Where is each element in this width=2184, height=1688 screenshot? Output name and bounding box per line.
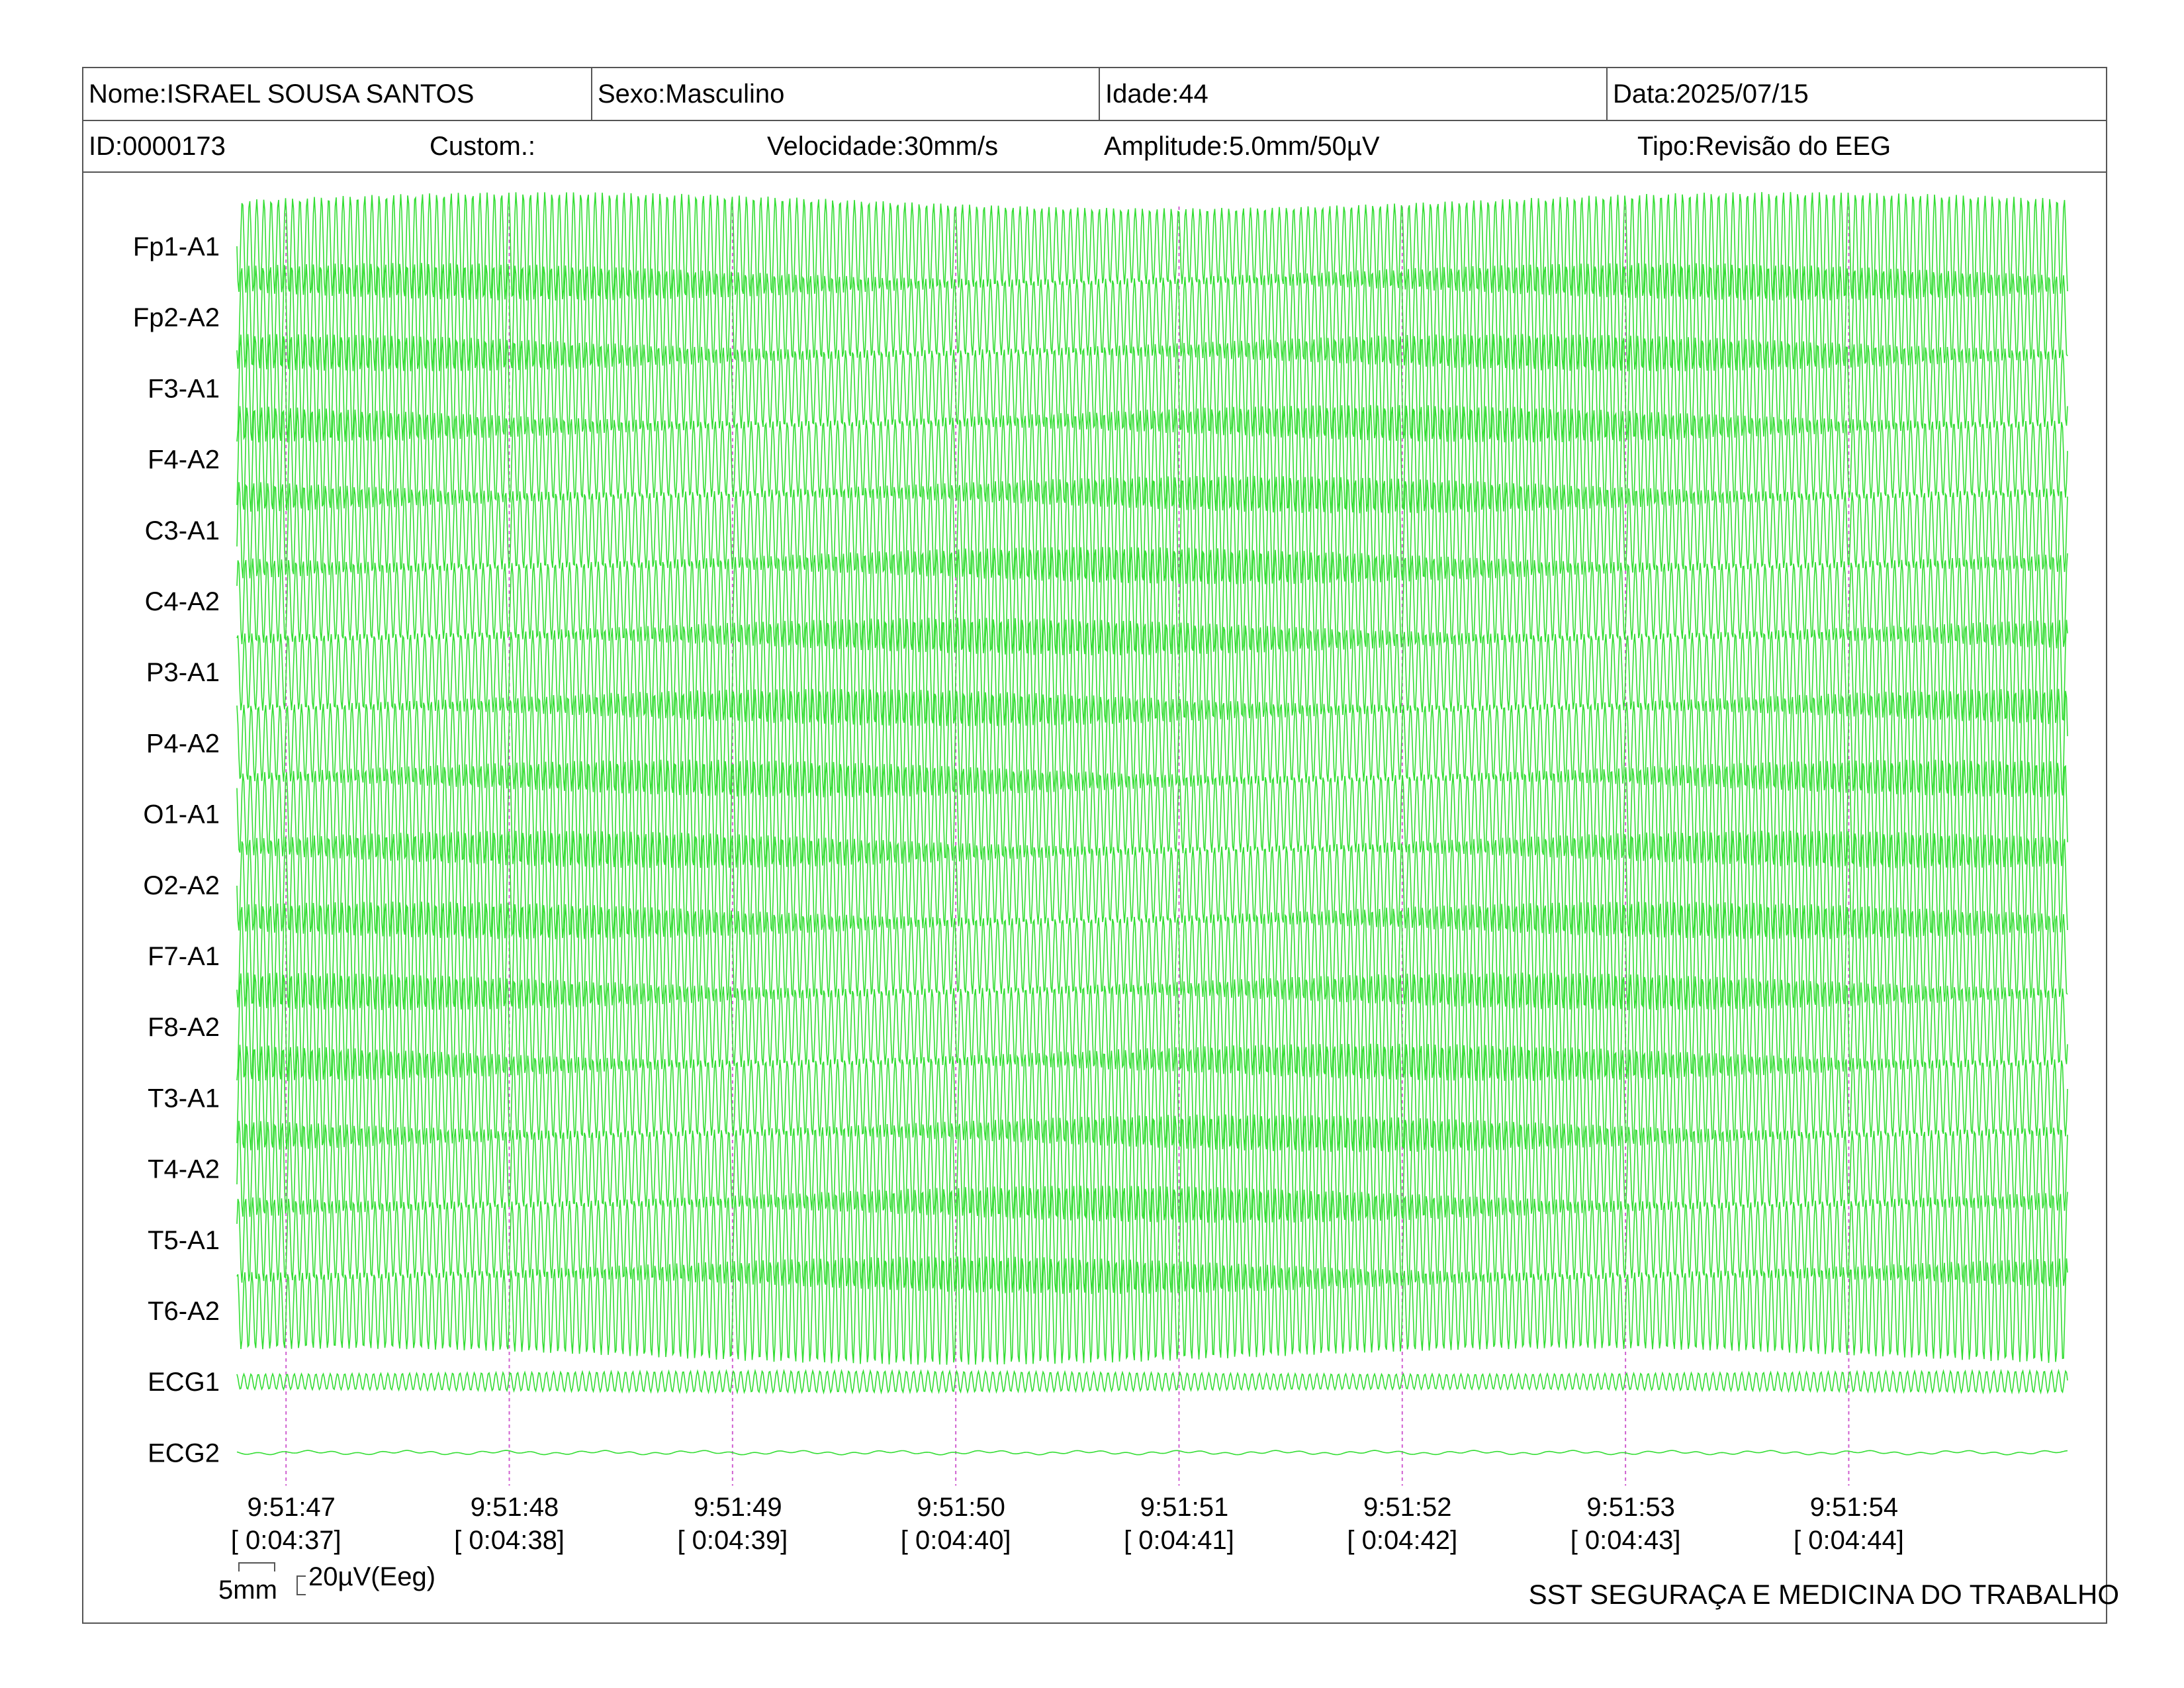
channel-label-f7-a1: F7-A1 — [148, 942, 220, 971]
trace-ecg1 — [236, 1368, 2068, 1395]
time-elapsed-label: [ 0:04:39] — [677, 1526, 788, 1555]
patient-name: Nome:ISRAEL SOUSA SANTOS — [89, 79, 475, 109]
channel-label-c3-a1: C3-A1 — [145, 516, 220, 545]
custom-field: Custom.: — [430, 131, 536, 161]
time-labels: 9:51:47 [ 0:04:37] 9:51:48 [ 0:04:38] 9:51:4… — [231, 1493, 1904, 1555]
trace-c3-a1 — [236, 475, 2068, 585]
time-elapsed-label: [ 0:04:37] — [231, 1526, 341, 1555]
time-clock-label: 9:51:48 — [471, 1493, 559, 1522]
trace-o1-a1 — [236, 759, 2068, 868]
patient-age: Idade:44 — [1099, 68, 1606, 120]
channel-label-fp1-a1: Fp1-A1 — [133, 232, 220, 261]
patient-sex: Sexo:Masculino — [591, 68, 1099, 120]
trace-c4-a2 — [236, 547, 2068, 656]
channel-label-p4-a2: P4-A2 — [146, 729, 220, 758]
time-elapsed-label: [ 0:04:40] — [901, 1526, 1011, 1555]
patient-id: ID:0000173 — [89, 131, 226, 161]
paper-speed: Velocidade:30mm/s — [767, 131, 999, 161]
clinic-name: SST SEGURAÇA E MEDICINA DO TRABALHO — [1528, 1579, 2119, 1610]
mm-scale-label: 5mm — [218, 1575, 277, 1605]
trace-f4-a2 — [236, 404, 2068, 514]
time-elapsed-label: [ 0:04:38] — [454, 1526, 565, 1555]
channel-label-t4-a2: T4-A2 — [148, 1155, 220, 1184]
channel-label-fp2-a2: Fp2-A2 — [133, 303, 220, 332]
trace-f3-a1 — [236, 334, 2068, 443]
time-clock-label: 9:51:52 — [1363, 1493, 1451, 1522]
trace-t3-a1 — [236, 1043, 2068, 1152]
time-clock-label: 9:51:53 — [1586, 1493, 1674, 1522]
uv-scale-bracket — [296, 1575, 306, 1595]
channel-label-f3-a1: F3-A1 — [148, 374, 220, 403]
amplitude-setting: Amplitude:5.0mm/50µV — [1104, 131, 1380, 161]
trace-fp1-a1 — [236, 192, 2068, 301]
time-clock-label: 9:51:49 — [694, 1493, 782, 1522]
time-elapsed-label: [ 0:04:42] — [1347, 1526, 1457, 1555]
channel-label-t6-a2: T6-A2 — [148, 1297, 220, 1326]
trace-f7-a1 — [236, 902, 2068, 1010]
time-clock-label: 9:51:54 — [1810, 1493, 1898, 1522]
channel-label-ecg1: ECG1 — [148, 1368, 220, 1397]
channel-label-f4-a2: F4-A2 — [148, 445, 220, 475]
time-elapsed-label: [ 0:04:44] — [1794, 1526, 1904, 1555]
channel-label-c4-a2: C4-A2 — [145, 587, 220, 616]
channel-label-o2-a2: O2-A2 — [143, 871, 220, 900]
time-elapsed-label: [ 0:04:41] — [1124, 1526, 1234, 1555]
trace-fp2-a2 — [236, 263, 2068, 372]
channel-label-t3-a1: T3-A1 — [148, 1084, 220, 1113]
mm-scale-bracket — [238, 1562, 275, 1571]
trace-p4-a2 — [236, 688, 2068, 798]
time-clock-label: 9:51:51 — [1140, 1493, 1228, 1522]
exam-date: Data:2025/07/15 — [1606, 68, 2106, 120]
time-clock-label: 9:51:50 — [917, 1493, 1005, 1522]
channel-label-o1-a1: O1-A1 — [143, 800, 220, 829]
trace-ecg2 — [236, 1450, 2068, 1456]
trace-p3-a1 — [236, 618, 2068, 726]
trace-t6-a2 — [236, 1256, 2068, 1365]
channel-labels: Fp1-A1 Fp2-A2 F3-A1 F4-A2 C3-A1 C4-A2 P3-A1 P4-… — [133, 232, 220, 1468]
eeg-trace-chart: Fp1-A1 Fp2-A2 F3-A1 F4-A2 C3-A1 C4-A2 P3-A1 P4-… — [133, 192, 2068, 1555]
header-row-exam: ID:0000173 Custom.: Velocidade:30mm/s Am… — [83, 121, 2106, 173]
header-row-patient: Nome:ISRAEL SOUSA SANTOS Sexo:Masculino … — [83, 68, 2106, 121]
time-elapsed-label: [ 0:04:43] — [1570, 1526, 1681, 1555]
channel-label-f8-a2: F8-A2 — [148, 1013, 220, 1042]
trace-t5-a1 — [236, 1186, 2068, 1294]
exam-type: Tipo:Revisão do EEG — [1637, 131, 1891, 161]
channel-label-ecg2: ECG2 — [148, 1438, 220, 1468]
trace-o2-a2 — [236, 830, 2068, 939]
eeg-traces — [236, 192, 2068, 1456]
uv-scale-label: 20µV(Eeg) — [308, 1562, 436, 1591]
trace-f8-a2 — [236, 972, 2068, 1082]
trace-t4-a2 — [236, 1114, 2068, 1223]
report-frame: Nome:ISRAEL SOUSA SANTOS Sexo:Masculino … — [82, 67, 2107, 1624]
channel-label-p3-a1: P3-A1 — [146, 658, 220, 687]
channel-label-t5-a1: T5-A1 — [148, 1226, 220, 1255]
time-clock-label: 9:51:47 — [247, 1493, 335, 1522]
